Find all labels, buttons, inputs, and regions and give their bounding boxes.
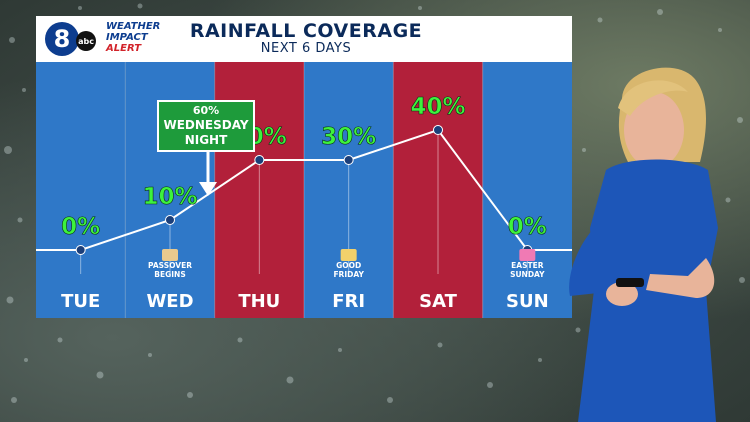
chart-subtitle: NEXT 6 DAYS	[260, 41, 352, 56]
meteorologist	[569, 67, 718, 422]
day-label: THU	[238, 291, 280, 312]
day-label: FRI	[332, 291, 365, 312]
data-label: 30%	[321, 124, 376, 150]
station-number: 8	[54, 25, 71, 53]
weather-impact-alert-logo: WEATHER IMPACT ALERT	[106, 21, 176, 54]
network-logo: abc	[78, 37, 94, 46]
data-point	[75, 245, 86, 255]
chart-title: RAINFALL COVERAGE	[189, 20, 423, 42]
event-label: FRIDAY	[333, 270, 364, 279]
data-point	[343, 155, 354, 165]
brand-line-2: IMPACT	[106, 32, 148, 43]
rainfall-coverage-chart: 0%10%30% 30%40%0%TUE WED THU FRI SAT SUNPASSOV…	[36, 62, 572, 318]
matzah-icon	[162, 249, 178, 261]
data-point	[165, 215, 175, 225]
down-arrow-icon	[199, 152, 217, 196]
day-column	[393, 62, 483, 318]
day-label: TUE	[61, 291, 100, 312]
brand-line-1: WEATHER	[106, 21, 161, 32]
station-logo: 8 abc	[45, 22, 96, 56]
event-label: BEGINS	[154, 270, 185, 279]
easter-egg-icon	[519, 249, 536, 261]
day-label: SUN	[506, 291, 549, 312]
day-label: SAT	[419, 291, 457, 312]
brand-line-3: ALERT	[106, 43, 142, 54]
wednesday-night-callout: 60% WEDNESDAY NIGHT	[157, 100, 255, 152]
day-column	[304, 62, 394, 318]
data-point	[254, 155, 265, 165]
data-label: 40%	[410, 94, 465, 120]
cross-icon	[340, 249, 357, 261]
day-label: WED	[146, 291, 193, 312]
data-label: 0%	[61, 214, 100, 240]
callout-line-1: 60%	[192, 104, 220, 117]
callout-line-3: NIGHT	[184, 133, 228, 147]
data-point	[433, 125, 443, 135]
event-label: PASSOVER	[148, 261, 192, 270]
event-label: GOOD	[336, 261, 361, 270]
data-label: 0%	[508, 214, 547, 240]
data-label: 10%	[142, 184, 197, 210]
callout-line-2: WEDNESDAY	[163, 118, 249, 132]
event-label: EASTER	[511, 261, 544, 270]
title-banner: 8 abc WEATHER IMPACT ALERT RAINFALL COVE…	[36, 16, 572, 62]
day-column	[36, 62, 126, 318]
day-column	[482, 62, 572, 318]
event-label: SUNDAY	[510, 270, 545, 279]
series-line	[36, 128, 572, 251]
